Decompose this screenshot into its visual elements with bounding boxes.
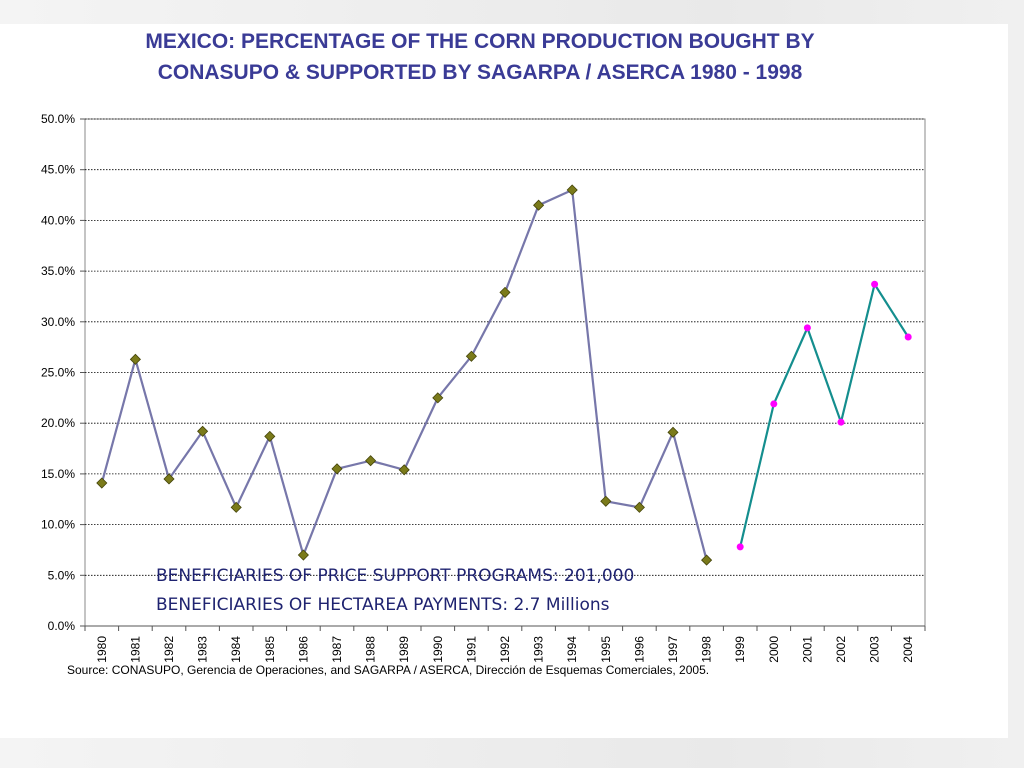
x-tick-label: 1986: [296, 636, 310, 663]
series-1-point: [432, 392, 444, 404]
x-tick-label: 1987: [330, 636, 344, 663]
x-tick-label: 1995: [599, 636, 613, 663]
x-tick-label: 2003: [868, 636, 882, 663]
series-2-point: [736, 543, 744, 551]
y-tick-label: 35.0%: [41, 264, 75, 278]
y-tick-label: 40.0%: [41, 213, 75, 227]
series-1-point: [701, 554, 713, 566]
series-2-point: [871, 280, 879, 288]
source-note: Source: CONASUPO, Gerencia de Operacione…: [67, 663, 710, 677]
x-tick-label: 2004: [901, 636, 915, 663]
series-1-point: [465, 350, 477, 362]
x-tick-label: 1980: [95, 636, 109, 663]
series-1-point: [129, 353, 141, 365]
y-tick-label: 50.0%: [41, 112, 75, 126]
x-tick-label: 1998: [700, 636, 714, 663]
x-tick-label: 1983: [196, 636, 210, 663]
series-1-point: [264, 430, 276, 442]
slide: [0, 24, 1008, 738]
y-tick-label: 5.0%: [48, 568, 76, 582]
series-1-point: [331, 463, 343, 475]
x-tick-label: 1996: [632, 636, 646, 663]
series-2-point: [904, 333, 912, 341]
series-1-point: [197, 425, 209, 437]
annotation-hectarea-payments: BENEFICIARIES OF HECTAREA PAYMENTS: 2.7 …: [156, 595, 610, 615]
series-2-point: [803, 324, 811, 332]
y-tick-label: 10.0%: [41, 518, 75, 532]
series-1-point: [96, 477, 108, 489]
series-2-point: [770, 400, 778, 408]
series-1-point: [533, 199, 545, 211]
x-tick-label: 1994: [565, 636, 579, 663]
y-tick-label: 25.0%: [41, 366, 75, 380]
series-1-point: [667, 426, 679, 438]
series-1-point: [566, 184, 578, 196]
chart-title-line-2: CONASUPO & SUPPORTED BY SAGARPA / ASERCA…: [157, 61, 803, 84]
y-tick-label: 30.0%: [41, 315, 75, 329]
series-2-line: [739, 281, 910, 548]
x-tick-label: 1981: [128, 636, 142, 663]
x-tick-label: 1999: [733, 636, 747, 663]
x-tick-label: 1985: [263, 636, 277, 663]
y-tick-label: 15.0%: [41, 467, 75, 481]
y-tick-label: 20.0%: [41, 416, 75, 430]
series-1-point: [163, 473, 175, 485]
x-tick-label: 2002: [834, 636, 848, 663]
series-1-point: [633, 501, 645, 513]
x-tick-label: 1997: [666, 636, 680, 663]
x-tick-label: 1982: [162, 636, 176, 663]
x-tick-label: 2000: [767, 636, 781, 663]
x-tick-label: 1984: [229, 636, 243, 663]
chart-title-line-1: MEXICO: PERCENTAGE OF THE CORN PRODUCTIO…: [145, 30, 815, 53]
series-1-point: [398, 464, 410, 476]
y-tick-label: 45.0%: [41, 163, 75, 177]
x-tick-label: 1992: [498, 636, 512, 663]
y-tick-label: 0.0%: [48, 619, 76, 633]
chart-title: MEXICO: PERCENTAGE OF THE CORN PRODUCTIO…: [40, 26, 920, 88]
x-tick-label: 1988: [364, 636, 378, 663]
series-1-point: [365, 455, 377, 467]
x-tick-label: 1993: [532, 636, 546, 663]
series-1-point: [499, 286, 511, 298]
x-tick-label: 2001: [800, 636, 814, 663]
series-2-point: [837, 418, 845, 426]
x-tick-label: 1989: [397, 636, 411, 663]
series-1-point: [230, 501, 242, 513]
x-tick-label: 1990: [431, 636, 445, 663]
series-1-point: [297, 549, 309, 561]
series-1-line: [100, 188, 708, 561]
x-tick-label: 1991: [464, 636, 478, 663]
series-1-point: [600, 495, 612, 507]
annotation-price-support: BENEFICIARIES OF PRICE SUPPORT PROGRAMS:…: [156, 566, 635, 586]
